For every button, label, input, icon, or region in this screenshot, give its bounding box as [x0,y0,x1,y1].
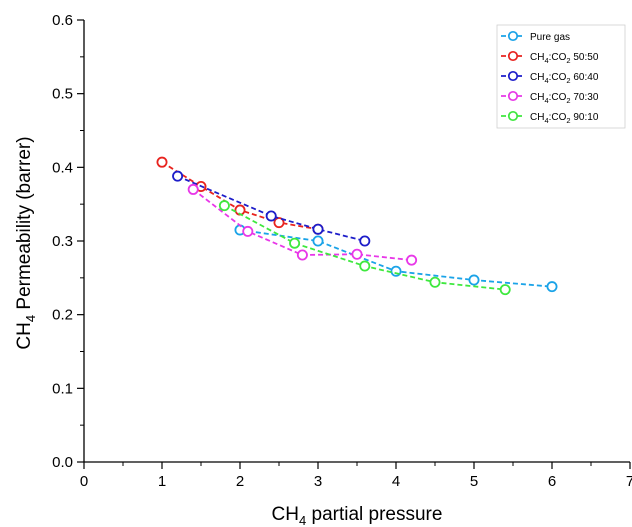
data-point [429,276,441,288]
legend-marker [507,110,519,122]
data-point [242,225,254,237]
data-point [218,200,230,212]
x-tick-label: 3 [314,473,322,490]
legend: Pure gas CH4:CO2 50:50 CH4:CO2 60:40 CH4:CO… [496,24,626,129]
series-line [161,161,319,231]
data-point [312,235,324,247]
legend-item: CH4:CO2 50:50 [501,50,599,65]
legend-marker [507,50,519,62]
x-tick-label: 5 [470,473,478,490]
legend-label: Pure gas [530,32,570,43]
legend-label: CH4:CO2 70:30 [530,92,599,105]
y-axis-label: CH4 Permeability (barrer) [14,136,38,349]
data-point [156,156,168,168]
y-tick-label: 0.4 [52,159,73,176]
data-point [273,217,285,229]
series-1 [234,224,558,293]
data-point [546,281,558,293]
data-point [289,237,301,249]
series-3 [172,170,371,247]
legend-marker [507,90,519,102]
x-tick-label: 2 [236,473,244,490]
x-axis-label: CH4 partial pressure [272,504,443,527]
y-tick-label: 0.3 [52,233,73,250]
legend-item: Pure gas [501,30,570,43]
y-tick-label: 0.1 [52,380,73,397]
y-tick-label: 0.5 [52,86,73,103]
series-layer [156,156,558,296]
legend-label: CH4:CO2 90:10 [530,112,599,125]
x-tick-label: 1 [158,473,166,490]
data-point [296,249,308,261]
legend-label: CH4:CO2 60:40 [530,72,599,85]
series-5 [218,200,511,296]
legend-item: CH4:CO2 60:40 [501,70,599,85]
data-point [468,274,480,286]
data-point [359,235,371,247]
y-tick-label: 0.2 [52,307,73,324]
data-point [312,223,324,235]
y-tick-label: 0.0 [52,454,73,471]
y-tick-label: 0.6 [52,12,73,29]
x-tick-label: 7 [626,473,632,490]
data-point [172,170,184,182]
axis-ticks: 0 1 2 3 4 5 6 7 0.0 0.1 0.2 0.3 0.4 0.5 0.6 [52,12,632,490]
series-line [177,175,366,242]
data-point [406,254,418,266]
legend-item: CH4:CO2 90:10 [501,110,599,125]
data-point [351,248,363,260]
x-tick-label: 4 [392,473,400,490]
data-point [359,260,371,272]
x-tick-label: 0 [80,473,88,490]
data-point [265,210,277,222]
data-point [499,284,511,296]
data-point [187,183,199,195]
legend-label: CH4:CO2 50:50 [530,52,599,65]
series-4 [187,183,418,266]
legend-marker [507,30,519,42]
series-line [239,229,553,288]
legend-item: CH4:CO2 70:30 [501,90,599,105]
x-tick-label: 6 [548,473,556,490]
legend-marker [507,70,519,82]
series-2 [156,156,324,235]
